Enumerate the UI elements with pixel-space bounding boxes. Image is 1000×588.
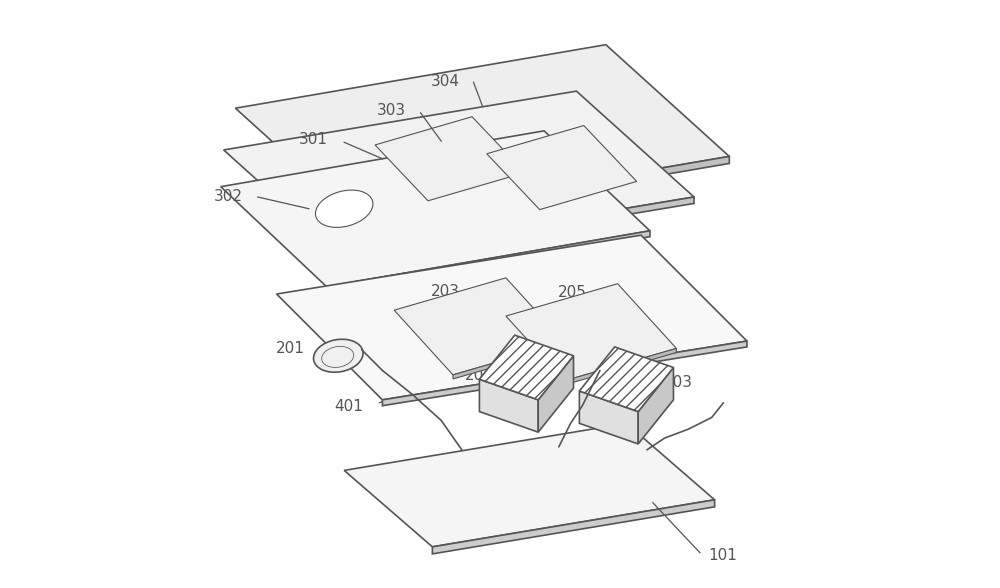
- Polygon shape: [394, 278, 565, 375]
- Text: 401: 401: [335, 399, 364, 415]
- Polygon shape: [579, 391, 638, 444]
- Polygon shape: [479, 379, 538, 432]
- Text: 205: 205: [558, 285, 586, 300]
- Polygon shape: [487, 126, 637, 210]
- Text: 402: 402: [499, 398, 528, 413]
- Text: 203: 203: [431, 283, 460, 299]
- Polygon shape: [479, 335, 574, 400]
- Polygon shape: [224, 91, 694, 256]
- Polygon shape: [638, 368, 673, 444]
- Text: 301: 301: [299, 132, 328, 148]
- Text: 201: 201: [276, 340, 305, 356]
- Polygon shape: [506, 284, 676, 381]
- Ellipse shape: [315, 190, 373, 228]
- Polygon shape: [382, 341, 747, 406]
- Ellipse shape: [314, 339, 363, 372]
- Polygon shape: [432, 500, 715, 554]
- Polygon shape: [453, 342, 565, 379]
- Polygon shape: [327, 231, 650, 293]
- Text: 202: 202: [465, 368, 494, 383]
- Text: 403: 403: [663, 375, 692, 390]
- Polygon shape: [341, 197, 694, 262]
- Text: 304: 304: [431, 74, 460, 89]
- Polygon shape: [579, 347, 673, 412]
- Polygon shape: [235, 45, 729, 220]
- Polygon shape: [565, 348, 676, 385]
- Polygon shape: [277, 235, 747, 400]
- Text: 303: 303: [377, 103, 406, 118]
- Text: 302: 302: [213, 189, 242, 205]
- Polygon shape: [221, 131, 650, 287]
- Text: 101: 101: [709, 548, 738, 563]
- Polygon shape: [538, 356, 574, 432]
- Polygon shape: [375, 117, 525, 201]
- Polygon shape: [359, 156, 729, 227]
- Text: 204: 204: [603, 392, 632, 407]
- Polygon shape: [344, 423, 715, 547]
